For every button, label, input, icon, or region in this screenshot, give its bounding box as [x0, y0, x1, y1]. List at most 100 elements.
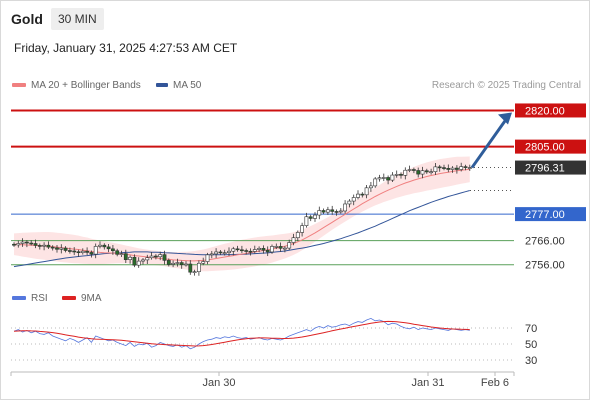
- candle: [119, 250, 124, 258]
- candle: [390, 172, 395, 183]
- candle: [338, 208, 343, 214]
- candle: [68, 247, 72, 254]
- candle-body: [411, 169, 416, 171]
- candle-body: [399, 174, 403, 176]
- candle: [368, 182, 373, 192]
- candle: [300, 222, 305, 237]
- candle-body: [115, 250, 120, 255]
- candle: [85, 247, 90, 256]
- candle: [244, 248, 249, 255]
- candle: [188, 260, 193, 275]
- x-tick-label-jan-30: Jan 30: [202, 377, 235, 389]
- candle-body: [16, 243, 21, 246]
- candle-body: [300, 225, 305, 233]
- candle: [463, 164, 468, 171]
- candle: [123, 249, 128, 264]
- candle: [222, 249, 227, 256]
- candle-body: [270, 246, 274, 253]
- candle-body: [106, 246, 111, 250]
- candle: [343, 200, 348, 214]
- candle: [282, 246, 287, 253]
- candle: [424, 168, 429, 174]
- candle-body: [158, 254, 163, 258]
- legend-rsi: RSI: [12, 293, 48, 304]
- candle-body: [420, 170, 425, 175]
- candle: [356, 190, 360, 200]
- candle-body: [433, 166, 438, 172]
- candle: [450, 166, 455, 173]
- candle-body: [119, 253, 124, 255]
- timeframe-button[interactable]: 30 MIN: [51, 8, 104, 30]
- rsi-tick-label-50: 50: [525, 339, 537, 351]
- candle-body: [128, 256, 133, 260]
- candle-body: [29, 242, 34, 245]
- candle-body: [33, 243, 38, 246]
- rsi-tick-label-70: 70: [525, 323, 537, 335]
- candle: [192, 269, 197, 276]
- candle: [313, 212, 317, 222]
- current-price-label: 2796.31: [525, 163, 565, 175]
- candle-body: [55, 247, 59, 250]
- legend-ma20-label: MA 20 + Bollinger Bands: [31, 80, 141, 91]
- candle: [351, 194, 356, 206]
- candle: [201, 257, 206, 266]
- candle-body: [454, 167, 459, 170]
- candle: [106, 243, 111, 253]
- candle: [158, 251, 163, 261]
- candle-body: [416, 170, 421, 175]
- level-tag-2820.00: [515, 103, 586, 118]
- candle: [235, 245, 240, 252]
- candle: [59, 244, 64, 254]
- candle-body: [330, 209, 335, 212]
- level-tag-2805.00: [515, 139, 586, 154]
- level-tag-2777.00: [515, 207, 586, 222]
- level-label-2805.00: 2805.00: [525, 142, 565, 154]
- candle: [37, 243, 42, 250]
- candle-body: [192, 271, 197, 274]
- candle-body: [424, 170, 429, 173]
- header: Gold 30 MIN: [0, 6, 588, 32]
- candle: [420, 166, 425, 179]
- candle: [80, 248, 85, 255]
- candle: [317, 206, 322, 220]
- candle-body: [368, 185, 373, 189]
- candle-body: [450, 167, 455, 170]
- candle: [197, 260, 201, 276]
- candle: [50, 245, 55, 251]
- candle: [429, 168, 434, 175]
- instrument-title: Gold: [11, 11, 43, 27]
- legend-ma50-label: MA 50: [173, 80, 202, 91]
- candle: [20, 238, 25, 247]
- candle-body: [201, 261, 206, 264]
- candle: [257, 246, 262, 253]
- candle-body: [50, 246, 55, 249]
- candle-body: [76, 251, 81, 254]
- candle: [416, 167, 421, 178]
- candle-body: [80, 250, 85, 253]
- candle-body: [252, 249, 257, 252]
- candle: [291, 233, 296, 246]
- legend-ma20: MA 20 + Bollinger Bands: [12, 80, 141, 91]
- level-label-2756.00: 2756.00: [525, 260, 565, 272]
- candle-body: [278, 246, 283, 249]
- candle-body: [136, 260, 141, 266]
- candle: [72, 247, 77, 256]
- candle-body: [184, 263, 188, 266]
- candle-body: [89, 252, 94, 255]
- candle-body: [197, 262, 201, 273]
- candle: [381, 173, 386, 182]
- candle-body: [467, 167, 472, 169]
- candle-body: [446, 168, 451, 170]
- candle-body: [248, 250, 253, 253]
- candle: [218, 250, 223, 255]
- candle-body: [214, 251, 219, 255]
- candle-body: [377, 177, 382, 180]
- candle-body: [282, 247, 287, 250]
- candle-body: [429, 171, 434, 173]
- candle-body: [175, 262, 180, 264]
- candle: [360, 192, 365, 198]
- candle-body: [304, 216, 309, 226]
- candle: [227, 247, 231, 257]
- candle-body: [321, 210, 326, 213]
